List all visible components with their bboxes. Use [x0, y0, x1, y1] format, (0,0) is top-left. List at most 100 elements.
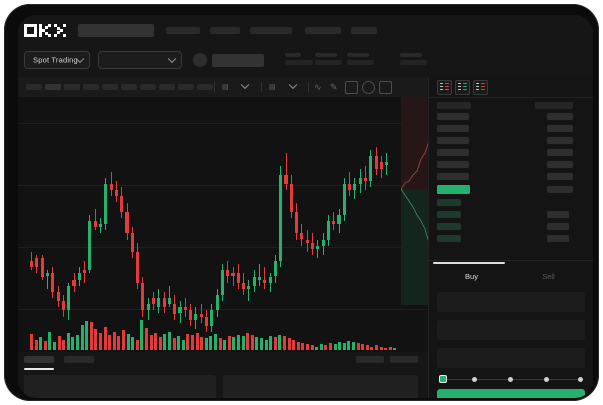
- settings-chevron-icon[interactable]: [288, 80, 298, 90]
- orderbook-bid-price-1[interactable]: [437, 211, 461, 218]
- trading-pair-select[interactable]: [98, 51, 182, 69]
- timeframe-chip-1[interactable]: [45, 84, 61, 90]
- slider-stop-25[interactable]: [472, 376, 477, 382]
- orderbook-view-asks-icon[interactable]: [473, 80, 488, 95]
- drawing-line-icon[interactable]: ∿: [314, 82, 322, 92]
- orderbook-ask-price-0[interactable]: [437, 113, 469, 120]
- pencil-icon[interactable]: ✎: [330, 82, 338, 92]
- okx-logo[interactable]: [24, 24, 66, 37]
- orderbook-ask-size-1[interactable]: [547, 125, 573, 132]
- volume-bar: [273, 337, 277, 350]
- place-buy-order-button[interactable]: [437, 389, 585, 398]
- tab-open-orders[interactable]: [24, 356, 54, 363]
- indicators-icon[interactable]: ▤: [222, 84, 229, 91]
- orderbook-view-bids-icon[interactable]: [455, 80, 470, 95]
- chart-gridline: [18, 309, 428, 310]
- nav-item-2[interactable]: [166, 27, 200, 34]
- volume-bar: [126, 333, 130, 350]
- stat-low-label: [347, 53, 369, 57]
- orderbook-last-size[interactable]: [547, 186, 573, 193]
- slider-stop-100[interactable]: [578, 376, 583, 382]
- orderbook-ask-size-3[interactable]: [547, 149, 573, 156]
- timeframe-chip-8[interactable]: [178, 84, 194, 90]
- orderbook-bid-price-2[interactable]: [437, 223, 461, 230]
- slider-stop-50[interactable]: [508, 376, 513, 382]
- volume-bar: [108, 335, 112, 350]
- market-type-select[interactable]: Spot Trading: [24, 51, 90, 69]
- nav-item-5[interactable]: [305, 27, 341, 34]
- trade-tabs: Buy Sell: [433, 267, 588, 287]
- orderbook-ask-size-0[interactable]: [547, 113, 573, 120]
- volume-bar: [172, 338, 176, 350]
- slider-stop-75[interactable]: [544, 376, 549, 382]
- volume-bar: [209, 336, 213, 350]
- orderbook-ask-price-1[interactable]: [437, 125, 469, 132]
- chart-gridline: [18, 247, 428, 248]
- volume-bar: [384, 347, 388, 350]
- timeframe-chip-2[interactable]: [64, 84, 80, 90]
- volume-bar: [324, 345, 328, 350]
- volume-bar: [260, 338, 263, 350]
- volume-bar: [117, 336, 121, 350]
- candlestick-chart[interactable]: [18, 97, 428, 352]
- toolbar-divider: [214, 82, 215, 92]
- orderbook-bid-size-2[interactable]: [547, 223, 569, 230]
- volume-bar: [232, 337, 236, 350]
- order-price-field[interactable]: [437, 292, 585, 312]
- timeframe-chip-4[interactable]: [102, 84, 118, 90]
- orderbook-bid-price-0[interactable]: [437, 199, 461, 206]
- tab-action-1[interactable]: [356, 356, 384, 363]
- slider-handle[interactable]: [439, 375, 447, 383]
- nav-item-4[interactable]: [250, 27, 292, 34]
- order-amount-field[interactable]: [437, 320, 585, 340]
- settings-gear-icon[interactable]: [362, 81, 375, 94]
- orderbook-ask-price-3[interactable]: [437, 149, 469, 156]
- volume-bar: [43, 340, 47, 350]
- volume-bar: [191, 335, 194, 350]
- timeframe-chip-7[interactable]: [159, 84, 175, 90]
- orderbook-ask-size-2[interactable]: [547, 137, 573, 144]
- last-price-row: [437, 185, 470, 194]
- orderbook-bid-size-3[interactable]: [547, 235, 569, 242]
- timeframe-chip-6[interactable]: [140, 84, 156, 90]
- orderbook-view-both-icon[interactable]: [437, 80, 452, 95]
- fullscreen-icon[interactable]: [379, 81, 392, 94]
- toolbar-divider: [261, 82, 262, 92]
- compare-icon[interactable]: ▤: [269, 84, 276, 91]
- volume-bar: [48, 331, 52, 350]
- order-total-field[interactable]: [437, 348, 585, 368]
- volume-bar: [306, 344, 309, 350]
- nav-item-3[interactable]: [210, 27, 240, 34]
- volume-bar: [66, 332, 70, 350]
- volume-bar: [112, 331, 116, 350]
- volume-bar: [301, 343, 305, 350]
- amount-percent-slider[interactable]: [439, 374, 583, 384]
- nav-item-6[interactable]: [351, 27, 377, 34]
- orderbook-bid-size-1[interactable]: [547, 211, 569, 218]
- trade-tab-indicator: [433, 262, 505, 264]
- orderbook-trade-panel: Buy Sell: [428, 77, 593, 398]
- tab-sell[interactable]: Sell: [542, 272, 555, 281]
- orderbook-ask-price-4[interactable]: [437, 161, 469, 168]
- market-subheader: Spot Trading: [18, 45, 593, 77]
- tab-buy[interactable]: Buy: [465, 272, 478, 281]
- volume-bar: [370, 346, 374, 350]
- timeframe-chip-0[interactable]: [26, 84, 42, 90]
- timeframe-chip-9[interactable]: [197, 84, 213, 90]
- orderbook-ask-price-2[interactable]: [437, 137, 469, 144]
- tab-order-history[interactable]: [64, 356, 94, 363]
- orderbook-ask-size-5[interactable]: [547, 173, 573, 180]
- orderbook-ask-price-5[interactable]: [437, 173, 469, 180]
- nav-search-placeholder[interactable]: [78, 24, 154, 37]
- volume-bar: [39, 337, 43, 350]
- timeframe-chip-3[interactable]: [83, 84, 99, 90]
- orders-panel-right: [223, 375, 418, 398]
- orderbook-bid-price-3[interactable]: [437, 235, 461, 242]
- camera-icon[interactable]: [345, 81, 358, 94]
- tab-action-2[interactable]: [390, 356, 418, 363]
- volume-bar: [122, 330, 125, 350]
- chart-type-chevron-icon[interactable]: [240, 80, 250, 90]
- timeframe-chip-5[interactable]: [121, 84, 137, 90]
- bottom-tab-bar: [18, 352, 443, 372]
- orderbook-ask-size-4[interactable]: [547, 161, 573, 168]
